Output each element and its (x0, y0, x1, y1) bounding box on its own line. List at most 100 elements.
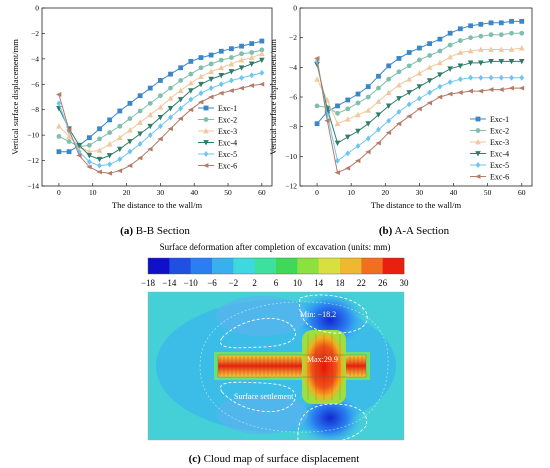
data-point (147, 85, 153, 91)
data-point (126, 163, 133, 169)
data-point (197, 99, 204, 105)
data-point (467, 88, 473, 94)
colorbar-swatch (148, 258, 170, 274)
data-point (386, 63, 392, 69)
y-tick-label: 0 (35, 4, 39, 13)
colorbar-frame (147, 257, 405, 275)
legend-label: Exc-6 (218, 162, 237, 171)
data-point (147, 100, 153, 106)
data-point (198, 65, 204, 71)
data-point (334, 140, 341, 146)
data-point (375, 112, 382, 118)
data-point (375, 140, 381, 146)
data-point (147, 123, 154, 130)
legend-marker (203, 105, 209, 111)
x-tick-label: 40 (450, 188, 458, 197)
data-point (519, 18, 525, 24)
data-point (137, 141, 143, 148)
colorbar-swatch (340, 258, 362, 274)
data-point (228, 60, 235, 67)
data-point (498, 59, 505, 65)
data-point (76, 142, 83, 149)
data-point (157, 136, 163, 142)
legend-label: Exc-2 (218, 116, 237, 125)
data-point (417, 45, 422, 51)
data-point (488, 20, 494, 26)
data-point (56, 100, 62, 107)
data-point (157, 114, 164, 121)
data-point (447, 79, 453, 86)
data-point (147, 132, 153, 139)
data-point (137, 119, 143, 125)
data-point (457, 90, 463, 95)
svg-text:(b) A-A Section: (b) A-A Section (379, 225, 450, 237)
map-frame (147, 291, 405, 441)
data-point (457, 76, 463, 83)
series-exc-3 (56, 50, 265, 155)
caption-a-text: B-B Section (133, 225, 190, 237)
legend-label: Exc-5 (218, 150, 237, 159)
contour-bottom-right (297, 403, 368, 440)
data-point (467, 48, 474, 54)
legend-label: Exc-4 (490, 150, 509, 159)
chart-aa-section: 0 10 20 30 40 50 60 0 −2 −4 −6 −8 −10 −12 The distance… (268, 4, 533, 210)
series-exc-2 (56, 47, 265, 149)
data-point (248, 61, 255, 67)
data-point (97, 126, 102, 132)
y-tick-label: −12 (27, 156, 39, 165)
data-point (127, 139, 133, 145)
surface-settlement-label: Surface settlement (234, 392, 294, 401)
data-point (314, 56, 320, 61)
data-point (107, 130, 113, 136)
data-point (228, 69, 235, 75)
data-point (198, 73, 204, 80)
data-point (365, 94, 371, 100)
data-point (259, 38, 265, 44)
y-tick-label: −8 (31, 105, 39, 114)
y-tick-label: −12 (285, 182, 297, 191)
data-point (355, 100, 361, 106)
data-point (416, 70, 423, 76)
data-point (518, 59, 525, 65)
data-point (344, 116, 351, 122)
data-point (519, 74, 525, 81)
data-point (417, 95, 422, 102)
data-point (335, 110, 340, 116)
data-point (218, 48, 224, 54)
data-point (178, 65, 184, 71)
colorbar-tick-label: 18 (336, 278, 346, 288)
data-point (365, 107, 372, 113)
data-point (249, 50, 255, 55)
data-point (228, 88, 234, 94)
y-tick-label: −10 (285, 152, 297, 161)
data-point (208, 68, 214, 74)
contour-map: Min: −18.2 Max:29.9 Surface settlement (147, 291, 405, 441)
data-point (106, 153, 113, 159)
data-point (385, 103, 392, 109)
svg-text:(c) Cloud map of surface displ: (c) Cloud map of surface displacement (189, 453, 360, 465)
y-tick-label: −10 (27, 131, 39, 140)
series-exc-5 (56, 69, 265, 169)
x-tick-label: 10 (347, 188, 355, 197)
colorbar-tick-label: 14 (314, 278, 324, 288)
data-point (519, 30, 525, 36)
data-point (127, 100, 133, 106)
data-point (355, 111, 361, 118)
colorbar-swatch (318, 258, 341, 274)
data-point (239, 74, 244, 81)
colorbar-swatch (382, 258, 405, 274)
data-point (426, 64, 433, 70)
data-point (406, 50, 412, 55)
colorbar-tick-label: −18 (141, 278, 156, 288)
caption-b-letter: (b) (379, 225, 393, 237)
data-point (229, 46, 234, 52)
series-exc-2 (314, 30, 525, 116)
y-tick-label: −4 (31, 54, 39, 63)
legend-marker (475, 162, 481, 168)
contour-upper-left (219, 317, 296, 349)
data-point (498, 46, 505, 52)
data-point (477, 88, 484, 94)
legend-marker (203, 140, 209, 146)
x-tick-label: 60 (258, 188, 266, 197)
x-tick-label: 30 (416, 188, 424, 197)
